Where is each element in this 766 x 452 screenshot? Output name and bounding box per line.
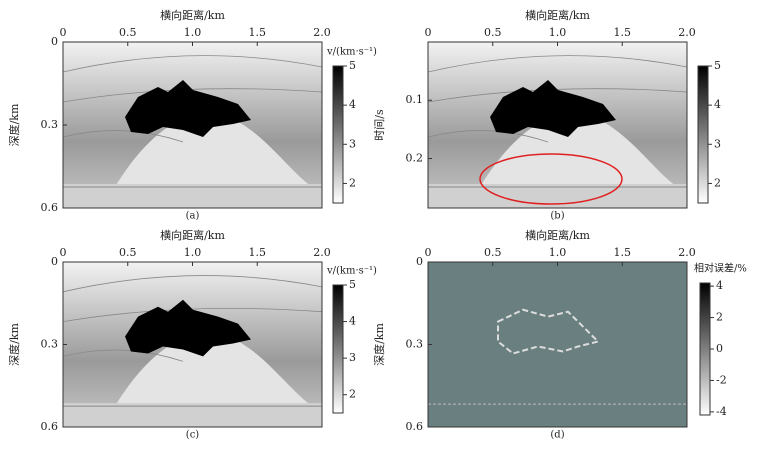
colorbar bbox=[697, 65, 709, 204]
x-tick-label: 1.0 bbox=[549, 246, 567, 259]
x-tick-label: 0 bbox=[60, 26, 67, 39]
x-tick-label: 1.5 bbox=[249, 246, 267, 259]
x-axis-title: 横向距离/km bbox=[525, 228, 590, 242]
y-axis-title: 时间/s bbox=[373, 109, 386, 141]
y-tick-label: 0.3 bbox=[406, 338, 424, 351]
x-tick-label: 2.0 bbox=[678, 246, 696, 259]
colorbar-tick-label: 2 bbox=[714, 176, 721, 189]
x-tick-label: 1.0 bbox=[184, 26, 202, 39]
y-axis-title: 深度/km bbox=[372, 323, 386, 366]
colorbar-tick-label: 4 bbox=[714, 98, 721, 111]
colorbar-tick-label: 2 bbox=[349, 388, 356, 401]
panel-image bbox=[63, 42, 322, 208]
x-axis-title: 横向距离/km bbox=[160, 8, 225, 22]
y-tick-label: 0.3 bbox=[41, 338, 59, 351]
y-tick-label: 0 bbox=[51, 35, 58, 48]
colorbar-tick-label: 5 bbox=[714, 59, 721, 72]
caption: (a) bbox=[186, 211, 200, 222]
y-axis-title: 深度/km bbox=[7, 323, 21, 366]
panel-image bbox=[428, 262, 687, 427]
colorbar-tick-label: 0 bbox=[716, 342, 723, 355]
x-tick-label: 1.5 bbox=[249, 26, 267, 39]
colorbar-label: v/(km·s⁻¹) bbox=[326, 47, 377, 58]
x-tick-label: 1.0 bbox=[184, 246, 202, 259]
x-tick-label: 0 bbox=[425, 246, 432, 259]
colorbar bbox=[699, 282, 711, 416]
x-tick-label: 1.0 bbox=[549, 26, 567, 39]
colorbar-tick-label: 2 bbox=[349, 176, 356, 189]
colorbar-label: 相对误差/% bbox=[694, 262, 747, 275]
colorbar-tick-label: 2 bbox=[716, 311, 723, 324]
x-tick-label: 0.5 bbox=[484, 26, 502, 39]
colorbar bbox=[332, 65, 344, 204]
highlight-ellipse bbox=[479, 153, 623, 205]
colorbar-tick-label: 3 bbox=[714, 137, 721, 150]
y-tick-label: 0 bbox=[51, 255, 58, 268]
colorbar-tick-label: 4 bbox=[716, 279, 723, 292]
x-tick-label: 2.0 bbox=[313, 246, 331, 259]
x-tick-label: 0 bbox=[60, 246, 67, 259]
caption: (c) bbox=[186, 430, 200, 441]
y-tick-label: 0.6 bbox=[406, 420, 424, 433]
y-tick-label: 0.2 bbox=[406, 151, 424, 164]
y-tick-label: 0.3 bbox=[41, 118, 59, 131]
panel-image bbox=[428, 42, 687, 208]
caption: (b) bbox=[550, 211, 564, 222]
y-tick-label: 0.1 bbox=[406, 93, 424, 106]
colorbar-tick-label: 4 bbox=[349, 315, 356, 328]
x-tick-label: 1.5 bbox=[614, 246, 632, 259]
y-axis-title: 深度/km bbox=[7, 103, 21, 146]
x-tick-label: 0 bbox=[425, 26, 432, 39]
colorbar-tick-label: -4 bbox=[716, 405, 727, 418]
x-axis-title: 横向距离/km bbox=[525, 8, 590, 22]
caption: (d) bbox=[550, 430, 564, 441]
colorbar-tick-label: 3 bbox=[349, 351, 356, 364]
x-tick-label: 1.5 bbox=[614, 26, 632, 39]
colorbar-tick-label: 5 bbox=[349, 59, 356, 72]
y-tick-label: 0 bbox=[416, 255, 423, 268]
colorbar-tick-label: 4 bbox=[349, 98, 356, 111]
x-tick-label: 0.5 bbox=[119, 246, 137, 259]
colorbar-tick-label: 5 bbox=[349, 278, 356, 291]
x-tick-label: 2.0 bbox=[313, 26, 331, 39]
x-tick-label: 0.5 bbox=[484, 246, 502, 259]
y-tick-label: 0.6 bbox=[41, 420, 59, 433]
colorbar bbox=[332, 284, 344, 414]
colorbar-tick-label: -2 bbox=[716, 373, 727, 386]
colorbar-tick-label: 3 bbox=[349, 137, 356, 150]
x-tick-label: 2.0 bbox=[678, 26, 696, 39]
x-tick-label: 0.5 bbox=[119, 26, 137, 39]
x-axis-title: 横向距离/km bbox=[160, 228, 225, 242]
panel-image bbox=[63, 262, 322, 427]
colorbar-label: v/(km·s⁻¹) bbox=[326, 266, 377, 277]
y-tick-label: 0.6 bbox=[41, 201, 59, 214]
